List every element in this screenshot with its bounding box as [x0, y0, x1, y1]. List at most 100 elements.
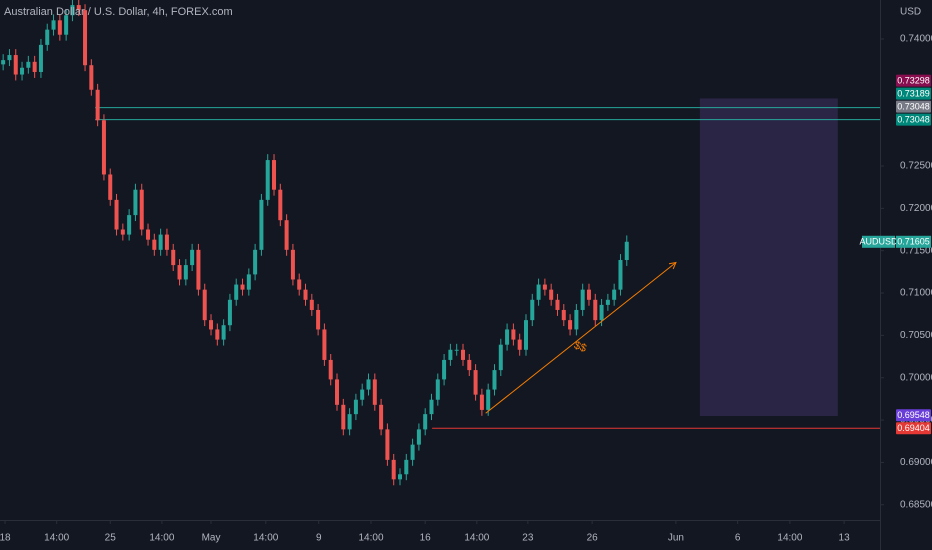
candle-body [612, 289, 617, 300]
candle-body [215, 329, 220, 340]
candle-body [511, 329, 516, 340]
candle-body [209, 320, 214, 330]
x-tick-label: 18 [0, 533, 11, 544]
candle-body [101, 120, 106, 175]
price-badge-label: 0.73189 [897, 88, 930, 98]
price-badge [896, 422, 931, 435]
candle-body [398, 474, 402, 480]
candle-body [360, 389, 365, 400]
last-price-badge [896, 235, 931, 248]
x-tick-label: 14:00 [359, 533, 384, 544]
candle-body [7, 55, 12, 61]
candle-body [57, 20, 62, 35]
candle-body [297, 279, 302, 290]
candle-body [523, 320, 528, 350]
candle-body [120, 229, 125, 235]
candle-body [435, 379, 440, 400]
x-tick-label: 9 [316, 533, 322, 544]
x-tick-label: 26 [587, 533, 599, 544]
price-badge [896, 409, 931, 422]
candle-body [246, 274, 251, 290]
axis-layer: 0.685000.690000.695000.700000.705000.710… [0, 34, 932, 544]
candle-body [505, 329, 510, 345]
candle-body [303, 289, 308, 300]
x-tick-label: 6 [735, 533, 741, 544]
candle-body [486, 389, 491, 410]
candle-body [51, 20, 56, 30]
candle-body [164, 234, 169, 250]
candle-body [70, 5, 75, 16]
candle-body [593, 299, 598, 321]
candle-body [366, 379, 371, 390]
candle-body [259, 199, 264, 250]
candle-body [549, 289, 554, 300]
price-badge [896, 74, 931, 87]
candle-body [410, 444, 415, 460]
x-tick-label: Jun [668, 533, 684, 544]
candle-body [177, 265, 182, 280]
target-zone [699, 98, 838, 416]
candle-body [26, 61, 31, 68]
candle-body [171, 249, 176, 266]
candle-body [335, 379, 340, 405]
candle-body [391, 459, 396, 480]
candle-body [479, 394, 484, 410]
candle-body [542, 284, 547, 290]
candle-body [555, 299, 560, 310]
candle-body [76, 5, 81, 11]
chart-title: Australian Dollar / U.S. Dollar, 4h, FOR… [4, 6, 233, 18]
candle-body [196, 249, 201, 290]
candle-body [227, 299, 232, 326]
last-price-label: 0.71605 [897, 237, 930, 247]
candle-body [322, 329, 327, 360]
candle-body [618, 260, 623, 290]
candle-body [234, 284, 239, 300]
candle-body [253, 249, 258, 275]
candle-body [152, 239, 157, 250]
candle-body [416, 429, 421, 445]
candle-body [95, 89, 100, 121]
candle-body [467, 359, 472, 371]
candle-body [278, 189, 283, 221]
candle-body [379, 404, 384, 430]
candle-body [64, 15, 69, 35]
x-tick-label: 16 [420, 533, 432, 544]
symbol-badge [862, 235, 895, 248]
candle-body [265, 160, 270, 200]
candle-body [32, 61, 37, 72]
x-tick-label: 14:00 [149, 533, 174, 544]
candle-body [568, 320, 573, 330]
candle-body [460, 349, 465, 360]
annotation: $$ [572, 339, 588, 354]
candle-body [108, 174, 113, 200]
candle-body [38, 44, 43, 72]
candle-body [580, 289, 585, 310]
candle-body [341, 404, 346, 430]
x-tick-label: 23 [522, 533, 534, 544]
candle-body [1, 60, 6, 65]
currency-label: USD [900, 7, 921, 18]
candle-body [586, 289, 591, 300]
candle-body [517, 339, 522, 350]
candle-body [133, 189, 138, 216]
price-badge-label: 0.73298 [897, 75, 930, 85]
candle-body [442, 359, 447, 380]
candle-body [624, 241, 629, 260]
candle-body [498, 344, 503, 371]
candle-body [183, 265, 188, 280]
candle-body [429, 399, 434, 415]
price-badge [896, 87, 931, 100]
candle-body [328, 359, 333, 380]
candle-body [599, 304, 604, 321]
x-tick-label: 14:00 [464, 533, 489, 544]
x-tick-label: 14:00 [253, 533, 278, 544]
candle-body [448, 349, 453, 360]
candle-body [45, 29, 50, 45]
